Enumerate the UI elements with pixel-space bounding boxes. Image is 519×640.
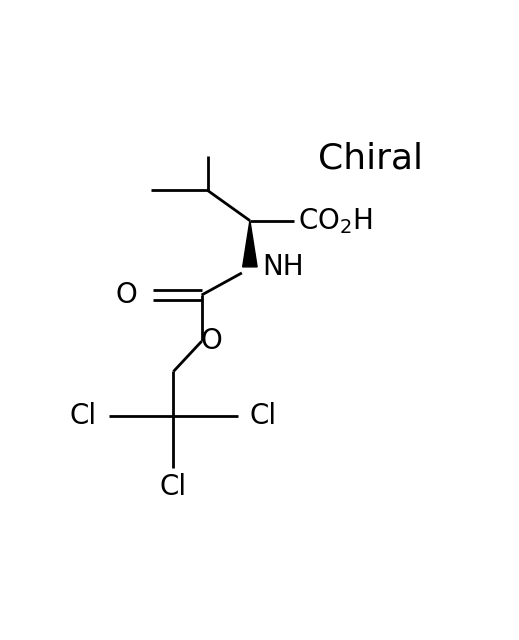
Text: Cl: Cl <box>250 402 277 429</box>
Text: CO$_2$H: CO$_2$H <box>298 205 373 236</box>
Text: NH: NH <box>262 253 304 281</box>
Text: Cl: Cl <box>70 402 97 429</box>
Text: Chiral: Chiral <box>318 141 423 175</box>
Polygon shape <box>243 221 257 267</box>
Text: Cl: Cl <box>160 473 187 501</box>
Text: O: O <box>201 327 223 355</box>
Text: O: O <box>116 281 137 309</box>
